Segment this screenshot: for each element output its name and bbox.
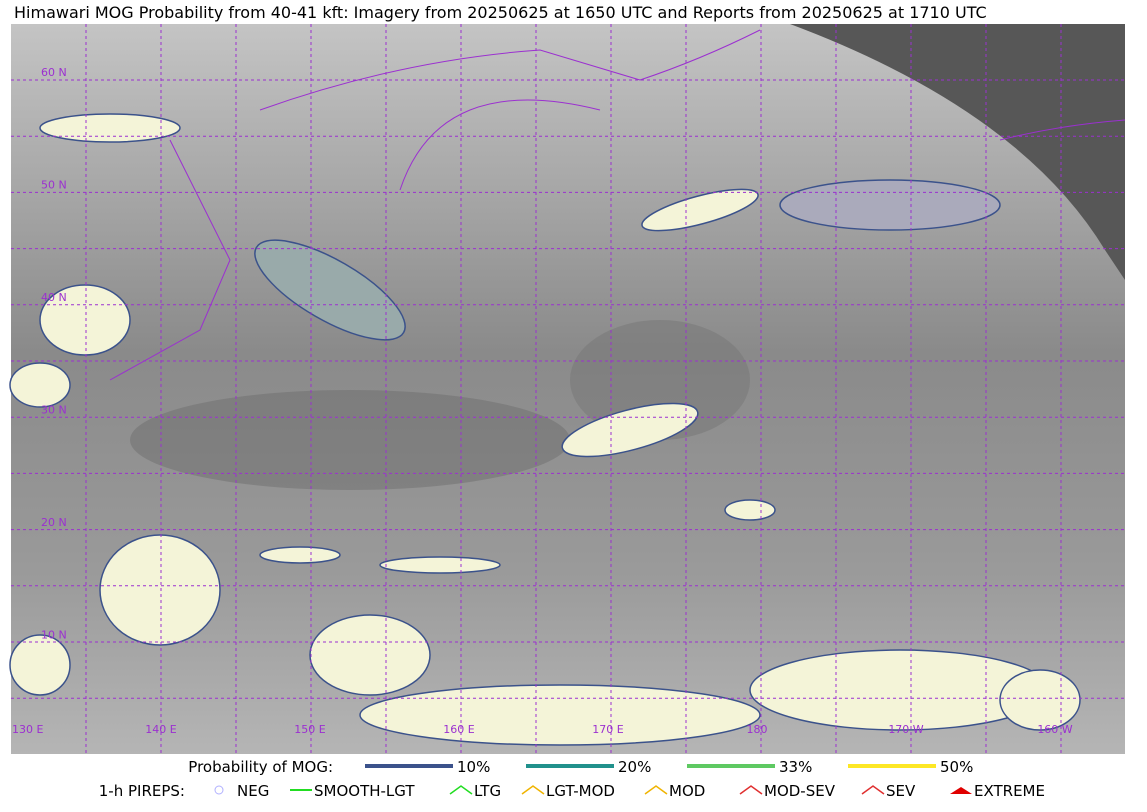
legend-label: MOD-SEV — [764, 782, 836, 800]
legend-label: 33% — [779, 758, 812, 776]
pirep-icon — [644, 785, 668, 795]
legend-label: SMOOTH-LGT — [314, 782, 415, 800]
legend-label: 10% — [457, 758, 490, 776]
legend-label: LTG — [474, 782, 501, 800]
legend-label: NEG — [237, 782, 269, 800]
lon-label: 160 E — [443, 723, 474, 736]
legend-label: 20% — [618, 758, 651, 776]
lat-label: 20 N — [41, 516, 67, 529]
legend-title: 1-h PIREPS: — [99, 782, 185, 800]
legend-label: MOD — [669, 782, 705, 800]
lon-label: 170 E — [592, 723, 623, 736]
lon-label: 160 W — [1037, 723, 1072, 736]
title: Himawari MOG Probability from 40-41 kft:… — [14, 3, 987, 22]
space-region — [790, 24, 1125, 280]
map: 60 N 50 N 40 N 30 N 20 N 10 N 130 E 140 E 150 E 1… — [9, 24, 1126, 754]
pirep-icon — [214, 785, 224, 795]
lat-label: 60 N — [41, 66, 67, 79]
lat-label: 50 N — [41, 179, 67, 192]
legend-label: LGT-MOD — [546, 782, 615, 800]
cloud-swirl — [570, 320, 750, 440]
dry-band — [130, 390, 570, 490]
legend-title: Probability of MOG: — [188, 758, 333, 776]
lon-label: 150 E — [294, 723, 325, 736]
legend: Probability of MOG: 10% 20% 33% 50% 1-h PIREP… — [99, 758, 1045, 800]
lon-label: 180 — [747, 723, 768, 736]
legend-label: EXTREME — [974, 782, 1045, 800]
lon-label: 170 W — [888, 723, 923, 736]
pirep-icon — [449, 785, 473, 795]
satellite-imagery — [11, 24, 1125, 754]
pirep-icon — [950, 787, 972, 794]
lon-label: 140 E — [145, 723, 176, 736]
graticule-labels: 60 N 50 N 40 N 30 N 20 N 10 N 130 E 140 E 150 E 1… — [12, 66, 1073, 736]
lat-label: 30 N — [41, 404, 67, 417]
legend-label: SEV — [886, 782, 916, 800]
graticule — [11, 24, 1125, 754]
lon-label: 130 E — [12, 723, 43, 736]
pirep-icon — [861, 785, 885, 795]
lat-label: 40 N — [41, 291, 67, 304]
pirep-icon — [521, 785, 545, 795]
coastlines — [109, 29, 1126, 381]
pirep-icon — [739, 785, 763, 795]
legend-label: 50% — [940, 758, 973, 776]
mog-contours — [9, 113, 1081, 746]
lat-label: 10 N — [41, 629, 67, 642]
